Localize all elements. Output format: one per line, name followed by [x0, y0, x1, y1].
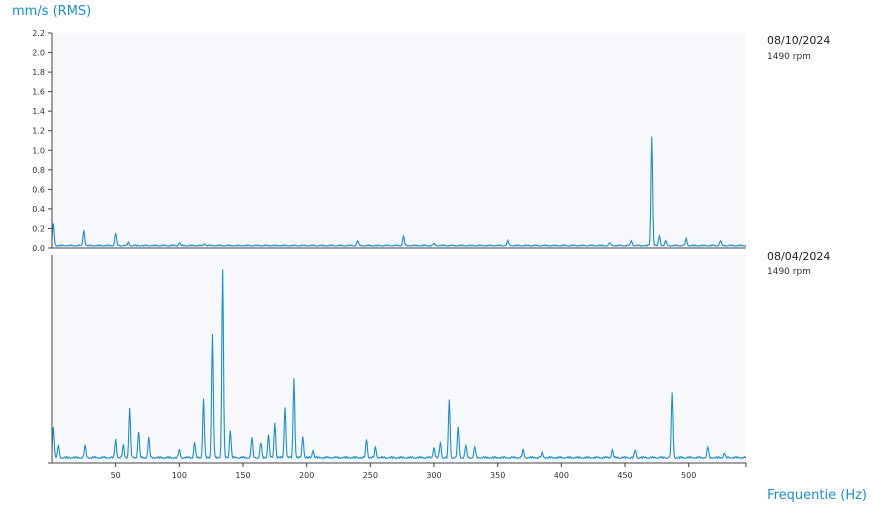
x-tick-label-bottom: 100: [172, 471, 187, 480]
y-tick-label-top: 2.0: [32, 49, 45, 58]
spectrum-line-bottom: [51, 269, 747, 460]
x-tick-label-bottom: 150: [235, 471, 250, 480]
y-tick-label-top: 2.2: [32, 29, 45, 38]
y-tick-label-top: 1.8: [32, 68, 45, 77]
y-tick-label-top: 1.2: [32, 127, 45, 136]
x-axis-title: Frequentie (Hz): [767, 488, 867, 503]
y-tick-label-top: 0.8: [32, 166, 45, 175]
bottom-panel-date: 08/04/2024: [767, 250, 831, 263]
x-tick-label-bottom: 400: [554, 471, 569, 480]
x-tick-label-bottom: 450: [617, 471, 632, 480]
y-unit-label: mm/s (RMS): [12, 4, 92, 19]
spectrum-line-top: [51, 136, 746, 247]
top-panel-date: 08/10/2024: [767, 34, 831, 47]
y-tick-label-top: 0.4: [32, 205, 45, 214]
x-tick-label-bottom: 350: [490, 471, 505, 480]
top-panel-rpm: 1490 rpm: [767, 52, 811, 62]
y-tick-label-top: 0.6: [32, 185, 45, 194]
y-tick-label-top: 1.4: [32, 107, 45, 116]
y-tick-label-top: 0.0: [32, 244, 45, 253]
x-tick-label-bottom: 500: [681, 471, 696, 480]
plot-area-top: [52, 33, 746, 248]
bottom-panel-rpm: 1490 rpm: [767, 267, 811, 277]
x-tick-label-bottom: 200: [299, 471, 314, 480]
x-tick-label-bottom: 250: [363, 471, 378, 480]
y-tick-label-top: 0.2: [32, 224, 45, 233]
x-tick-label-bottom: 50: [111, 471, 121, 480]
y-tick-label-top: 1.6: [32, 88, 45, 97]
plot-area-bottom: [52, 255, 746, 463]
y-tick-label-top: 1.0: [32, 146, 45, 155]
x-tick-label-bottom: 300: [426, 471, 441, 480]
